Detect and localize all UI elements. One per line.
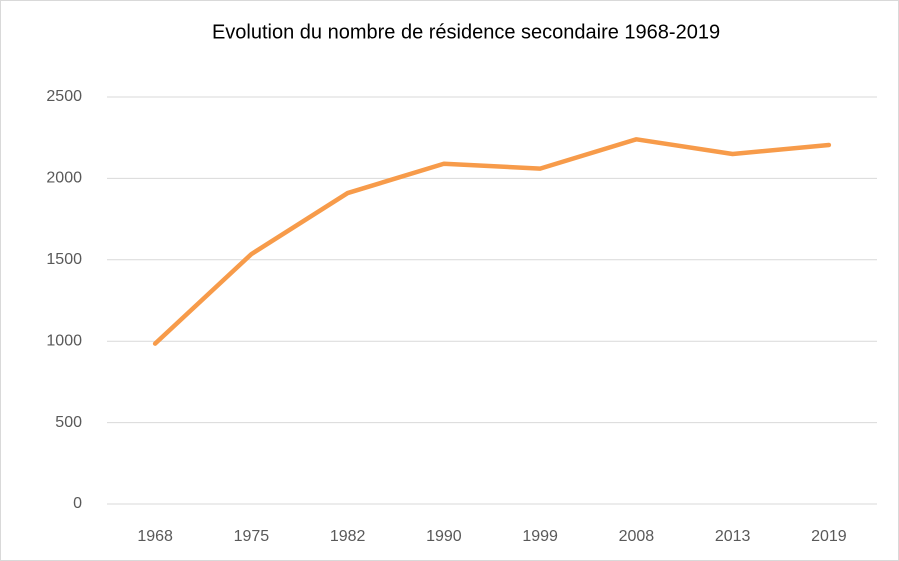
x-tick-label: 1968	[137, 528, 173, 545]
x-tick-label: 2008	[619, 528, 655, 545]
y-tick-label: 1500	[46, 251, 82, 268]
y-tick-label: 2500	[46, 88, 82, 105]
x-tick-label: 1982	[330, 528, 366, 545]
y-tick-label: 0	[73, 495, 82, 512]
chart-title: Evolution du nombre de résidence seconda…	[212, 21, 720, 43]
y-tick-label: 500	[55, 414, 82, 431]
x-tick-label: 2019	[811, 528, 847, 545]
x-tick-label: 2013	[715, 528, 751, 545]
x-tick-label: 1999	[522, 528, 558, 545]
x-tick-label: 1975	[234, 528, 270, 545]
y-tick-label: 1000	[46, 332, 82, 349]
x-tick-label: 1990	[426, 528, 462, 545]
y-tick-label: 2000	[46, 170, 82, 187]
data-line	[152, 137, 832, 346]
